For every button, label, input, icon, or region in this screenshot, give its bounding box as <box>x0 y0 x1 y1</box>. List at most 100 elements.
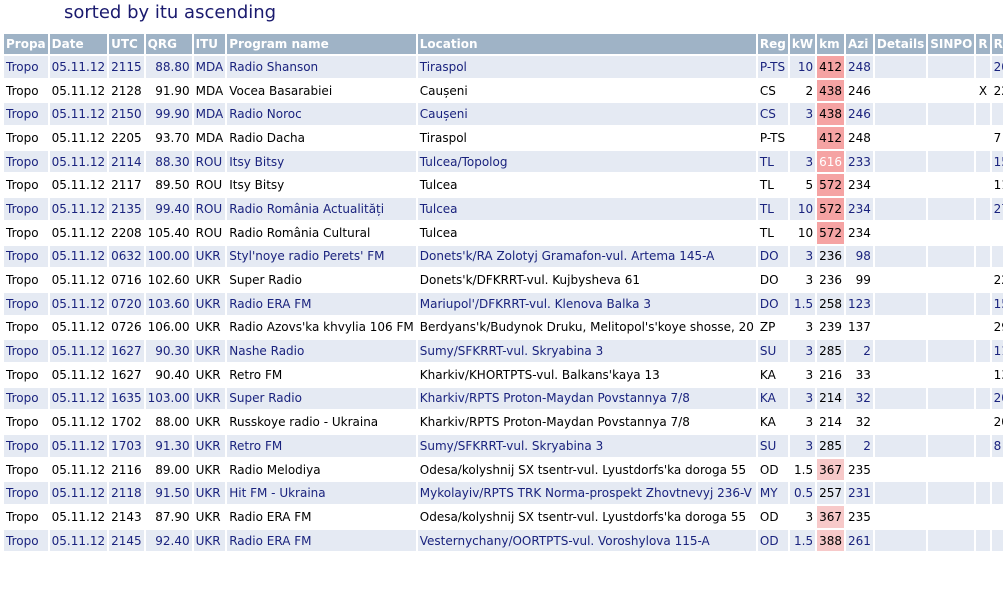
cell-reg: OD <box>757 506 788 528</box>
cell-details <box>874 316 927 339</box>
cell-details <box>874 340 927 362</box>
cell-qrg: 99.40 <box>145 198 192 220</box>
cell-itu: UKR <box>193 506 226 528</box>
cell-km: 285 <box>817 340 845 362</box>
cell-km: 412 <box>817 127 845 149</box>
cell-r <box>976 387 990 410</box>
column-header-itu[interactable]: ITU <box>193 34 226 54</box>
cell-itu: UKR <box>193 435 226 457</box>
cell-qrg: 91.90 <box>145 79 192 102</box>
cell-date: 05.11.12 <box>49 316 108 339</box>
cell-kw: 10 <box>789 56 816 78</box>
cell-r <box>976 482 990 505</box>
cell-kw: 3 <box>789 363 816 386</box>
cell-utc: 2116 <box>109 458 144 481</box>
column-header-utc[interactable]: UTC <box>109 34 144 54</box>
column-header-kw[interactable]: kW <box>789 34 816 54</box>
cell-program: Itsy Bitsy <box>227 174 416 197</box>
cell-sinpo <box>928 79 975 102</box>
column-header-remarks[interactable]: Remarks: <box>991 34 1003 54</box>
cell-date: 05.11.12 <box>49 292 108 315</box>
cell-kw <box>789 127 816 149</box>
cell-utc: 2145 <box>109 529 144 552</box>
cell-km: 239 <box>817 316 845 339</box>
column-header-km[interactable]: km <box>817 34 845 54</box>
page-title: sorted by itu ascending <box>64 2 277 23</box>
cell-km: 236 <box>817 245 845 268</box>
cell-remarks: 29 dBf <box>991 316 1003 339</box>
cell-azi: 246 <box>846 79 873 102</box>
cell-r <box>976 340 990 362</box>
cell-azi: 248 <box>846 56 873 78</box>
cell-propa: Tropo <box>4 363 48 386</box>
cell-km: 236 <box>817 269 845 291</box>
cell-utc: 1703 <box>109 435 144 457</box>
column-header-sinpo[interactable]: SINPO <box>928 34 975 54</box>
cell-azi: 33 <box>846 363 873 386</box>
cell-date: 05.11.12 <box>49 198 108 220</box>
cell-program: Radio ERA FM <box>227 506 416 528</box>
cell-date: 05.11.12 <box>49 340 108 362</box>
cell-qrg: 91.30 <box>145 435 192 457</box>
cell-program: Radio România Cultural <box>227 221 416 244</box>
column-header-azi[interactable]: Azi <box>846 34 873 54</box>
cell-date: 05.11.12 <box>49 245 108 268</box>
cell-remarks: 15 dBf <box>991 292 1003 315</box>
cell-reg: TL <box>757 198 788 220</box>
cell-km: 214 <box>817 387 845 410</box>
cell-remarks: 27 dBf <box>991 198 1003 220</box>
cell-remarks: 7 dBf <box>991 127 1003 149</box>
cell-details <box>874 150 927 173</box>
cell-km: 367 <box>817 458 845 481</box>
column-header-propa[interactable]: Propa <box>4 34 48 54</box>
cell-reg: TL <box>757 150 788 173</box>
column-header-location[interactable]: Location <box>417 34 756 54</box>
cell-reg: KA <box>757 387 788 410</box>
column-header-r[interactable]: R <box>976 34 990 54</box>
cell-qrg: 102.60 <box>145 269 192 291</box>
cell-azi: 32 <box>846 411 873 433</box>
table-row: Tropo 05.11.12 1627 90.40 UKR Retro FM Kharkiv… <box>4 363 1003 386</box>
cell-date: 05.11.12 <box>49 221 108 244</box>
cell-qrg: 92.40 <box>145 529 192 552</box>
column-header-program[interactable]: Program name <box>227 34 416 54</box>
cell-r: X <box>976 79 990 102</box>
cell-details <box>874 529 927 552</box>
cell-itu: MDA <box>193 127 226 149</box>
cell-utc: 2117 <box>109 174 144 197</box>
table-row: Tropo 05.11.12 2115 88.80 MDA Radio Shanson Ti… <box>4 56 1003 78</box>
column-header-qrg[interactable]: QRG <box>145 34 192 54</box>
cell-itu: UKR <box>193 269 226 291</box>
cell-date: 05.11.12 <box>49 411 108 433</box>
column-header-details[interactable]: Details <box>874 34 927 54</box>
cell-remarks: 22 dBf <box>991 269 1003 291</box>
cell-r <box>976 435 990 457</box>
cell-propa: Tropo <box>4 458 48 481</box>
cell-itu: UKR <box>193 458 226 481</box>
cell-remarks <box>991 482 1003 505</box>
cell-itu: UKR <box>193 245 226 268</box>
cell-details <box>874 458 927 481</box>
cell-qrg: 99.90 <box>145 103 192 126</box>
column-header-date[interactable]: Date <box>49 34 108 54</box>
cell-utc: 0632 <box>109 245 144 268</box>
cell-kw: 3 <box>789 411 816 433</box>
cell-reg: P-TS <box>757 56 788 78</box>
cell-kw: 3 <box>789 150 816 173</box>
cell-kw: 3 <box>789 435 816 457</box>
cell-reg: P-TS <box>757 127 788 149</box>
cell-location: Kharkiv/RPTS Proton-Maydan Povstannya 7/… <box>417 411 756 433</box>
cell-qrg: 87.90 <box>145 506 192 528</box>
column-header-reg[interactable]: Reg <box>757 34 788 54</box>
cell-r <box>976 56 990 78</box>
cell-reg: KA <box>757 411 788 433</box>
cell-azi: 235 <box>846 506 873 528</box>
cell-propa: Tropo <box>4 174 48 197</box>
cell-remarks: 11 dBf <box>991 340 1003 362</box>
cell-itu: UKR <box>193 387 226 410</box>
cell-km: 388 <box>817 529 845 552</box>
cell-utc: 2143 <box>109 506 144 528</box>
cell-km: 367 <box>817 506 845 528</box>
cell-reg: SU <box>757 435 788 457</box>
cell-remarks: 22 dBf <box>991 79 1003 102</box>
